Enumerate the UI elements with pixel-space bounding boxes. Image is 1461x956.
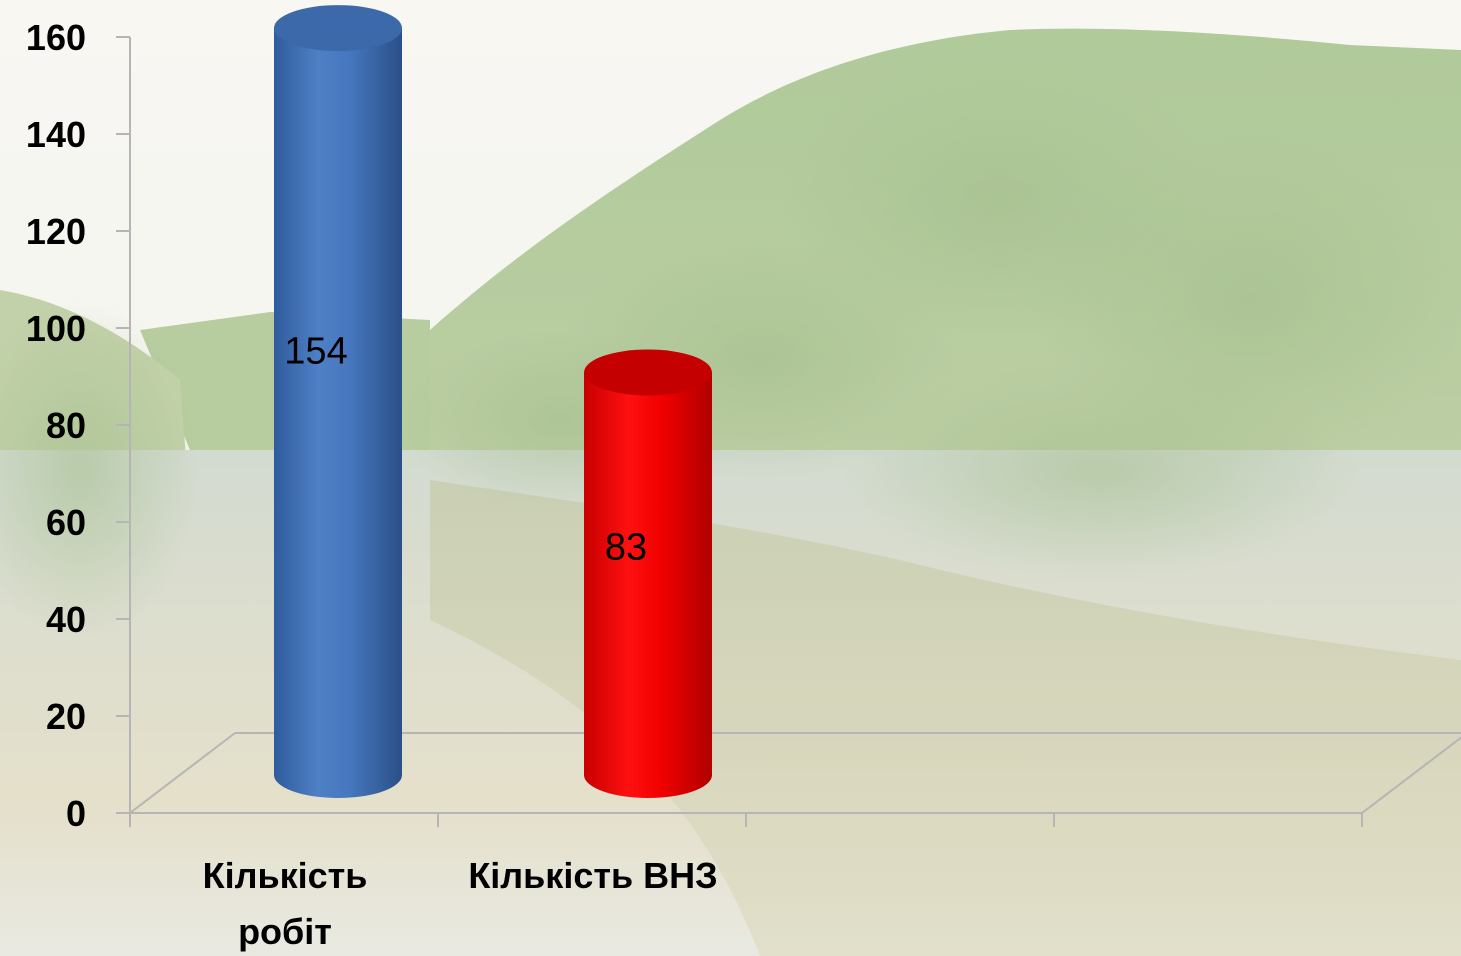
- y-tick-label: 120: [26, 211, 86, 252]
- floor-left-edge: [129, 732, 236, 814]
- y-tick-label: 40: [46, 599, 86, 640]
- data-label: 83: [605, 527, 647, 569]
- bar-top: [274, 5, 402, 52]
- x-axis-ticks: [129, 813, 1363, 827]
- y-tick-label: 160: [26, 17, 86, 58]
- x-axis-categories: Кількість робіт Кількість ВНЗ: [203, 855, 718, 952]
- category-label: Кількість ВНЗ: [468, 855, 717, 896]
- y-axis-ticks: 0 20 40 60 80 100 120 140 160: [26, 17, 130, 834]
- bar-body: [274, 28, 402, 799]
- floor-right-edge: [1361, 736, 1461, 814]
- y-tick-label: 20: [46, 696, 86, 737]
- data-label: 154: [284, 330, 347, 372]
- bar-top: [584, 349, 712, 396]
- bar-series: 154 83: [274, 5, 712, 799]
- category-label: Кількість робіт: [203, 855, 368, 952]
- bar-2: 83: [584, 349, 712, 798]
- y-tick-label: 100: [26, 308, 86, 349]
- bar-body: [584, 372, 712, 798]
- y-tick-label: 60: [46, 502, 86, 543]
- y-tick-label: 140: [26, 114, 86, 155]
- bar-1: 154: [274, 5, 402, 799]
- y-tick-label: 80: [46, 405, 86, 446]
- y-tick-label: 0: [66, 793, 86, 834]
